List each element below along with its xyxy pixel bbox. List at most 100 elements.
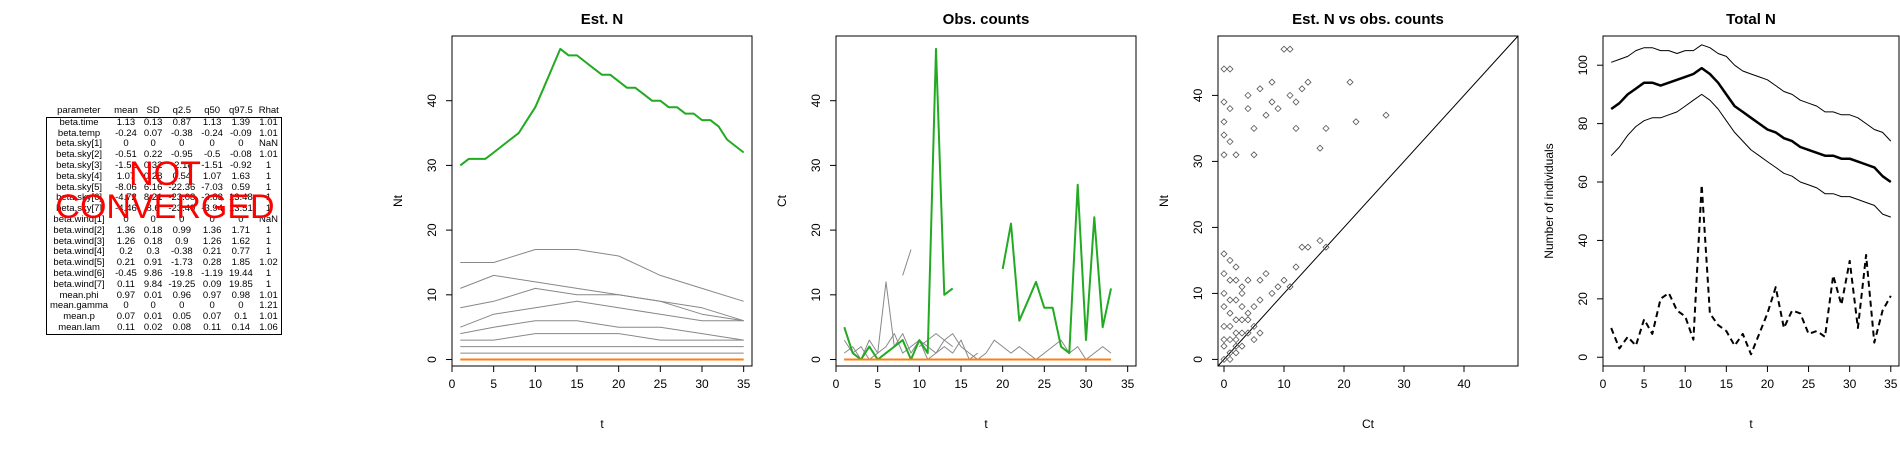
table-cell: -4.72: [115, 192, 137, 204]
x-tick-label: 15: [1720, 377, 1734, 391]
parameter-table-wrap: parameter mean SD q2.5 q50 q97.5 Rhat beta.tim…: [46, 105, 282, 335]
y-tick-label: 80: [1576, 117, 1590, 131]
table-cell: 0.9: [175, 235, 189, 247]
table-cell: 1.13: [116, 116, 136, 128]
y-tick-label: 30: [425, 158, 439, 172]
y-tick-label: 0: [425, 356, 439, 363]
table-cell: -0.38: [171, 127, 193, 139]
table-cell: -22.36: [168, 181, 196, 193]
y-tick-label: 40: [1191, 88, 1205, 102]
table-cell: 0.11: [117, 321, 135, 333]
chart-panel-4: Total N t Number of individuals 0 5 10 15 20 25 3…: [1542, 11, 1900, 431]
x-tick-label: 30: [1843, 377, 1857, 391]
table-cell: 0.77: [231, 246, 251, 258]
scatter-point: [1238, 342, 1246, 350]
table-cell: 0.1: [234, 311, 248, 323]
y-tick-label: 0: [1191, 356, 1205, 363]
parameter-table: parameter mean SD q2.5 q50 q97.5 Rhat beta.tim…: [46, 105, 282, 335]
table-cell: 0.01: [143, 311, 163, 323]
table-cell: 0.59: [231, 181, 251, 193]
table-row: beta.wind[3] 1.26 0.18 0.9 1.26 1.62 1: [47, 235, 282, 248]
table-cell: 1.01: [259, 289, 278, 301]
x-tick-label: 15: [570, 377, 584, 391]
y-tick-label: 40: [809, 94, 823, 108]
scatter-point: [1250, 322, 1258, 330]
scatter-point: [1226, 65, 1234, 73]
scatter-point: [1220, 151, 1228, 159]
scatter-point: [1220, 355, 1228, 363]
column-header: SD: [146, 105, 160, 116]
table-row: beta.sky[4] 1.07 0.28 0.54 1.07 1.63 1: [47, 170, 282, 183]
table-cell: 0.11: [117, 278, 135, 290]
y-tick-label: 10: [1191, 286, 1205, 300]
scatter-point: [1286, 45, 1294, 53]
series-line-7: [460, 333, 744, 341]
x-axis-label: t: [600, 417, 604, 431]
x-tick-label: 15: [954, 377, 968, 391]
scatter-point: [1256, 276, 1264, 284]
table-row: beta.sky[6] -4.72 8.21 -23.08 -3.83 13.48 1: [47, 193, 282, 204]
table-row: mean.p 0.07 0.01 0.05 0.07 0.1 1.01: [47, 311, 282, 323]
table-cell: -4.46: [115, 203, 137, 215]
x-tick-label: 25: [1038, 377, 1052, 391]
scatter-point: [1244, 316, 1252, 324]
scatter-point: [1244, 105, 1252, 113]
x-tick-label: 20: [612, 377, 626, 391]
scatter-point: [1298, 243, 1306, 251]
table-cell: 1: [265, 235, 272, 247]
chart-title: Total N: [1726, 11, 1776, 28]
scatter-point: [1256, 329, 1264, 337]
table-row: beta.sky[2] -0.51 0.22 -0.95 -0.5 -0.08 1.01: [47, 149, 282, 161]
scatter-point: [1226, 105, 1234, 113]
parameter-name-cell: mean.p: [63, 311, 95, 323]
table-cell: 0: [179, 300, 185, 312]
scatter-point: [1220, 98, 1228, 106]
table-cell: -23.08: [168, 192, 196, 204]
table-cell: 1: [265, 181, 272, 193]
table-cell: 0: [209, 138, 215, 150]
scatter-point: [1232, 342, 1240, 350]
table-cell: -2.18: [171, 159, 193, 171]
scatter-point: [1238, 303, 1246, 311]
table-cell: 0: [179, 138, 185, 150]
scatter-point: [1226, 138, 1234, 146]
x-axis-label: Ct: [1362, 417, 1375, 431]
table-cell: 1.63: [231, 170, 251, 182]
table-cell: 1.06: [259, 321, 278, 333]
table-cell: 0.07: [143, 127, 163, 139]
x-tick-label: 10: [913, 377, 927, 391]
scatter-point: [1250, 124, 1258, 132]
table-row: beta.wind[5] 0.21 0.91 -1.73 0.28 1.85 1.02: [47, 257, 282, 269]
table-cell: 1: [265, 170, 272, 182]
x-tick-label: 25: [1802, 377, 1816, 391]
scatter-point: [1268, 98, 1276, 106]
scatter-point: [1274, 105, 1282, 113]
y-tick-label: 30: [1191, 154, 1205, 168]
y-tick-label: 0: [809, 356, 823, 363]
table-cell: 0.97: [202, 289, 222, 301]
table-cell: 0.98: [231, 289, 251, 301]
series-line-6: [1001, 183, 1112, 355]
parameter-name-cell: beta.wind[6]: [53, 267, 105, 279]
scatter-point: [1220, 303, 1228, 311]
scatter-point: [1286, 283, 1294, 291]
scatter-point: [1226, 336, 1234, 344]
table-cell: -23.49: [168, 203, 196, 215]
x-tick-label: 5: [1641, 377, 1648, 391]
plot-frame: [1217, 35, 1519, 367]
table-cell: 0.28: [202, 257, 222, 269]
series-line-4: [1610, 183, 1892, 356]
table-cell: -1.52: [115, 159, 137, 171]
table-cell: 1: [265, 203, 272, 215]
table-row: beta.temp -0.24 0.07 -0.38 -0.24 -0.09 1.01: [47, 127, 282, 140]
table-cell: -1.19: [201, 267, 223, 279]
series-line-2: [843, 333, 979, 360]
table-cell: 1.26: [202, 235, 222, 247]
scatter-point: [1220, 270, 1228, 278]
scatter-point: [1232, 349, 1240, 357]
x-tick-label: 25: [654, 377, 668, 391]
table-cell: 0.08: [172, 321, 192, 333]
scatter-point: [1232, 263, 1240, 271]
scatter-point: [1250, 303, 1258, 311]
scatter-point: [1280, 45, 1288, 53]
